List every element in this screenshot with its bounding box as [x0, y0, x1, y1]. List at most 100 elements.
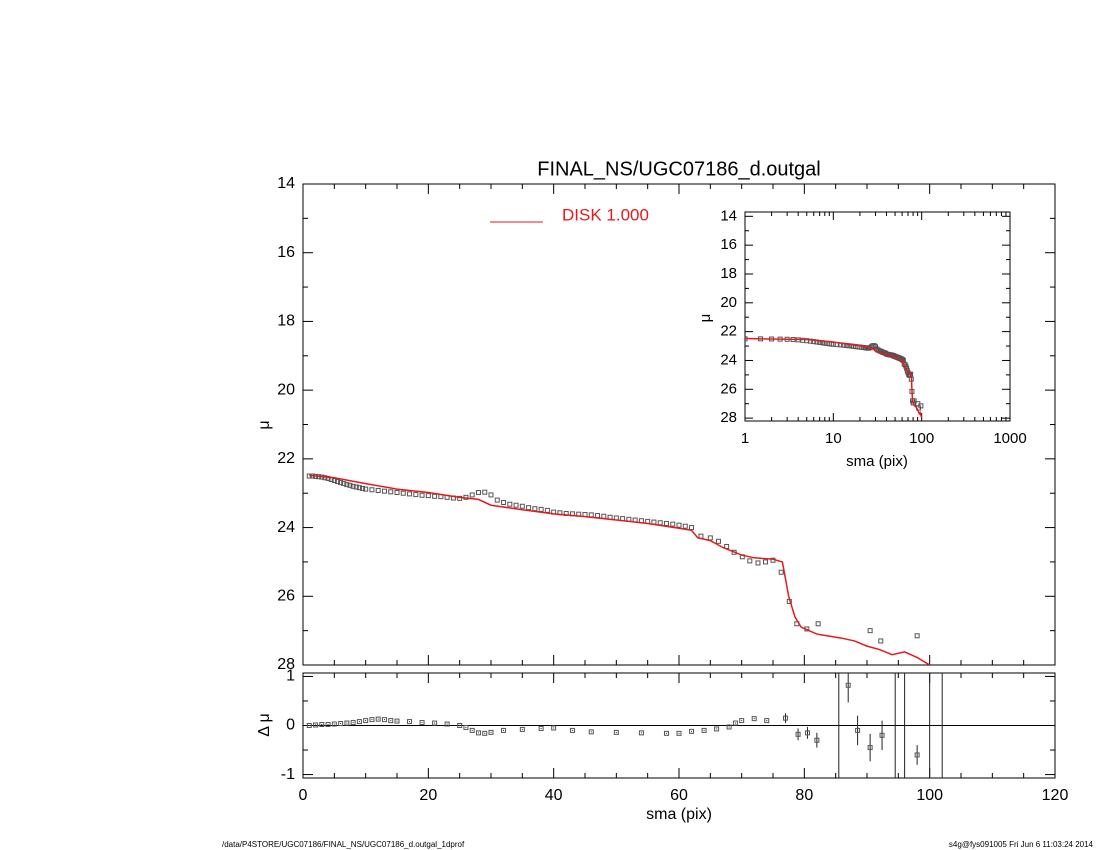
data-point [482, 730, 488, 736]
data-point [394, 490, 400, 496]
data-point [350, 483, 356, 489]
data-point [928, 650, 932, 654]
y-tick-label: 14 [277, 175, 295, 192]
data-point [419, 492, 425, 498]
y-tick-label: 18 [720, 265, 737, 282]
x-tick-label: 1000 [993, 430, 1026, 447]
data-point [726, 724, 732, 730]
data-point [325, 722, 331, 728]
x-tick-label: 100 [909, 430, 934, 447]
data-point [356, 719, 362, 725]
data-point [804, 730, 810, 736]
y-axis-label: μ [256, 420, 273, 429]
data-point [638, 730, 644, 736]
y-tick-label: 20 [720, 294, 737, 311]
data-point [715, 538, 721, 544]
data-point [381, 488, 387, 494]
data-point [747, 558, 753, 564]
data-point [375, 487, 381, 493]
data-point [676, 522, 682, 528]
x-tick-label: 120 [1042, 787, 1069, 804]
data-point [507, 501, 513, 507]
data-point [360, 485, 366, 491]
data-point [795, 731, 801, 737]
data-point [682, 523, 688, 529]
y-tick-label: 28 [720, 409, 737, 426]
data-point [783, 715, 789, 721]
footer-right: s4g@fys091005 Fri Jun 6 11:03:24 2014 [949, 840, 1094, 849]
x-tick-label: 100 [916, 787, 943, 804]
data-point [814, 737, 820, 743]
data-point [595, 513, 601, 519]
data-point [707, 535, 713, 541]
data-point [538, 506, 544, 512]
y-tick-label: 14 [720, 207, 737, 224]
data-point [369, 717, 375, 723]
data-point [375, 716, 381, 722]
data-point [457, 495, 463, 501]
data-point [419, 720, 425, 726]
data-point [689, 525, 695, 531]
data-point [588, 512, 594, 518]
data-point [879, 732, 885, 738]
data-point [388, 489, 394, 495]
data-point [388, 718, 394, 724]
data-point [363, 486, 369, 492]
chart-title: FINAL_NS/UGC07186_d.outgal [537, 158, 821, 180]
data-point [313, 722, 319, 728]
data-point [494, 497, 500, 503]
data-point [940, 650, 944, 654]
x-tick-label: 20 [419, 787, 437, 804]
data-point [867, 745, 873, 751]
data-point [381, 717, 387, 723]
data-point [532, 506, 538, 512]
data-point [513, 502, 519, 508]
data-point [519, 726, 525, 732]
data-point [551, 725, 557, 731]
y-tick-label: 24 [720, 351, 737, 368]
x-tick-label: 1 [741, 430, 749, 447]
y-tick-label: 28 [277, 656, 295, 673]
data-point [331, 721, 337, 727]
data-point [714, 726, 720, 732]
y-tick-label: 22 [720, 323, 737, 340]
data-point [432, 493, 438, 499]
data-point [356, 485, 362, 491]
data-point [413, 492, 419, 498]
data-point [369, 487, 375, 493]
data-point [914, 633, 920, 639]
data-point [407, 719, 413, 725]
inset-x-axis-label: sma (pix) [846, 453, 908, 470]
x-tick-label: 80 [795, 787, 813, 804]
data-point [845, 682, 851, 688]
data-point [344, 482, 350, 488]
y-axis-label: Δ μ [256, 713, 273, 736]
y-tick-label: 16 [277, 244, 295, 261]
data-point [353, 484, 359, 490]
data-point [501, 727, 507, 733]
data-point [394, 718, 400, 724]
model-line [309, 474, 931, 665]
data-point [338, 721, 344, 727]
data-point [519, 503, 525, 509]
data-point [815, 621, 821, 627]
data-point [475, 730, 481, 736]
y-tick-label: 20 [277, 381, 295, 398]
data-point [908, 371, 914, 377]
data-point [350, 720, 356, 726]
data-point [613, 729, 619, 735]
data-point [475, 490, 481, 496]
data-point [867, 628, 873, 634]
data-point [363, 718, 369, 724]
data-point [400, 490, 406, 496]
data-point [488, 492, 494, 498]
footer-left: /data/P4STORE/UGC07186/FINAL_NS/UGC07186… [222, 840, 465, 849]
data-point [526, 505, 532, 511]
y-tick-label: 0 [286, 717, 295, 734]
data-point [914, 752, 920, 758]
y-tick-label: 1 [286, 668, 295, 685]
data-point [751, 716, 757, 722]
legend-label: DISK 1.000 [562, 205, 649, 224]
